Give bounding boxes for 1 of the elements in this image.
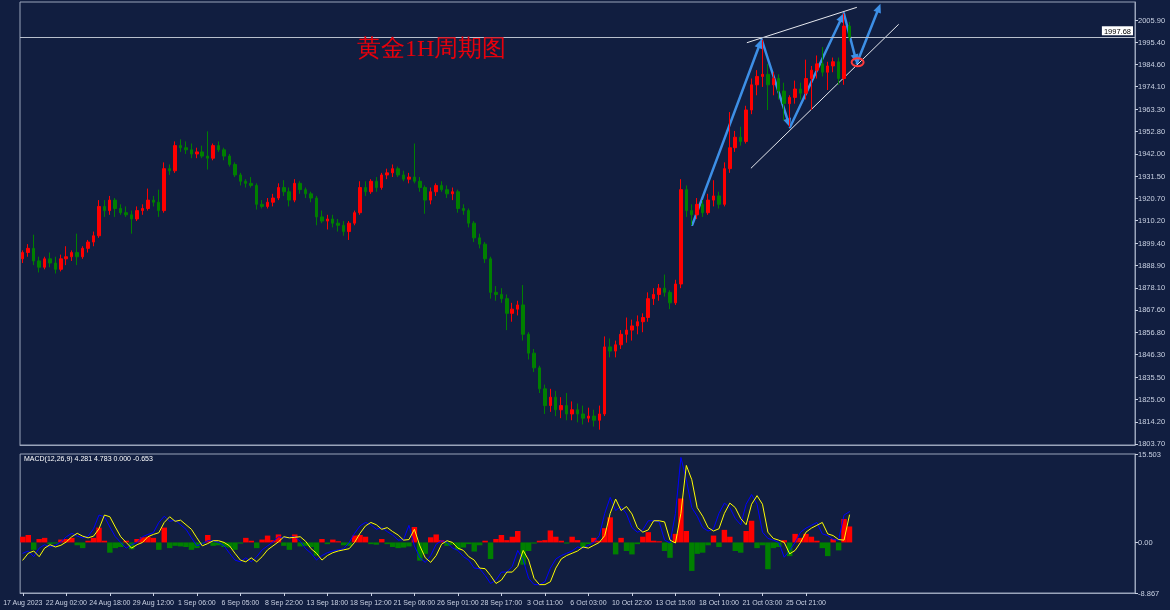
text: 黄金1H周期图 xyxy=(357,35,507,61)
